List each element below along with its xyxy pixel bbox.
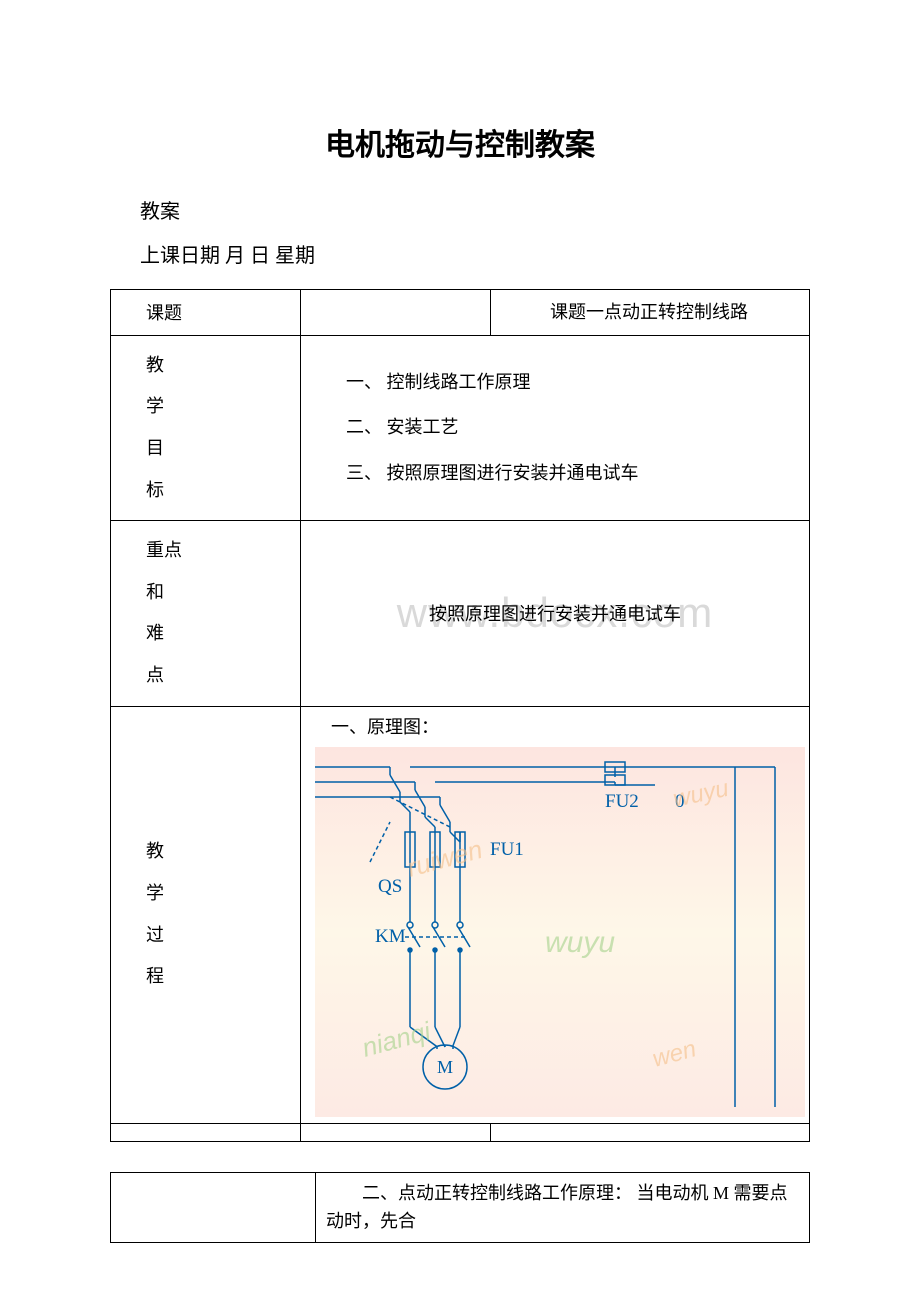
continuation-table: 二、点动正转控制线路工作原理： 当电动机 M 需要点动时，先合 [110, 1172, 810, 1244]
topic-row: 课题 课题一点动正转控制线路 [111, 290, 810, 336]
topic-mid-cell [301, 290, 491, 336]
topic-label: 课题 [111, 290, 301, 336]
intro-line-1: 教案 [140, 194, 810, 230]
diagram-title: 一、原理图： [331, 713, 809, 739]
keypoints-row: 重点 和 难 点 www.bdocx.com 按照原理图进行安装并通电试车 [111, 521, 810, 706]
lesson-plan-table: 课题 课题一点动正转控制线路 教 学 目 标 一、 控制线路工作原理 二、 安装… [110, 289, 810, 1142]
svg-text:KM: KM [375, 926, 406, 947]
keypoints-content-cell: www.bdocx.com 按照原理图进行安装并通电试车 [301, 521, 810, 706]
process-label: 教 学 过 程 [111, 706, 301, 1123]
document-page: 电机拖动与控制教案 教案 上课日期 月 日 星期 课题 课题一点动正转控制线路 … [0, 0, 920, 1283]
svg-text:wuyu: wuyu [545, 926, 615, 959]
topic-value: 课题一点动正转控制线路 [491, 290, 810, 336]
svg-text:FU2: FU2 [605, 791, 639, 812]
objectives-row: 教 学 目 标 一、 控制线路工作原理 二、 安装工艺 三、 按照原理图进行安装… [111, 335, 810, 520]
circuit-svg: QSKMFU1FU20M ruiwenwuyunianqiwenwuyu [311, 747, 809, 1117]
page-title: 电机拖动与控制教案 [110, 120, 810, 164]
keypoints-content: 按照原理图进行安装并通电试车 [311, 600, 799, 626]
continuation-left [111, 1172, 316, 1243]
svg-text:M: M [437, 1057, 453, 1077]
svg-text:FU1: FU1 [490, 839, 524, 860]
process-content: 一、原理图： QSKMFU1FU20M rui [301, 706, 810, 1123]
keypoints-label: 重点 和 难 点 [111, 521, 301, 706]
objectives-label: 教 学 目 标 [111, 335, 301, 520]
empty-row [111, 1123, 810, 1141]
circuit-diagram: QSKMFU1FU20M ruiwenwuyunianqiwenwuyu [311, 747, 809, 1117]
intro-line-2: 上课日期 月 日 星期 [140, 238, 810, 274]
continuation-row: 二、点动正转控制线路工作原理： 当电动机 M 需要点动时，先合 [111, 1172, 810, 1243]
continuation-right: 二、点动正转控制线路工作原理： 当电动机 M 需要点动时，先合 [316, 1172, 810, 1243]
process-row: 教 学 过 程 一、原理图： [111, 706, 810, 1123]
svg-text:QS: QS [378, 876, 402, 897]
objectives-content: 一、 控制线路工作原理 二、 安装工艺 三、 按照原理图进行安装并通电试车 [301, 335, 810, 520]
